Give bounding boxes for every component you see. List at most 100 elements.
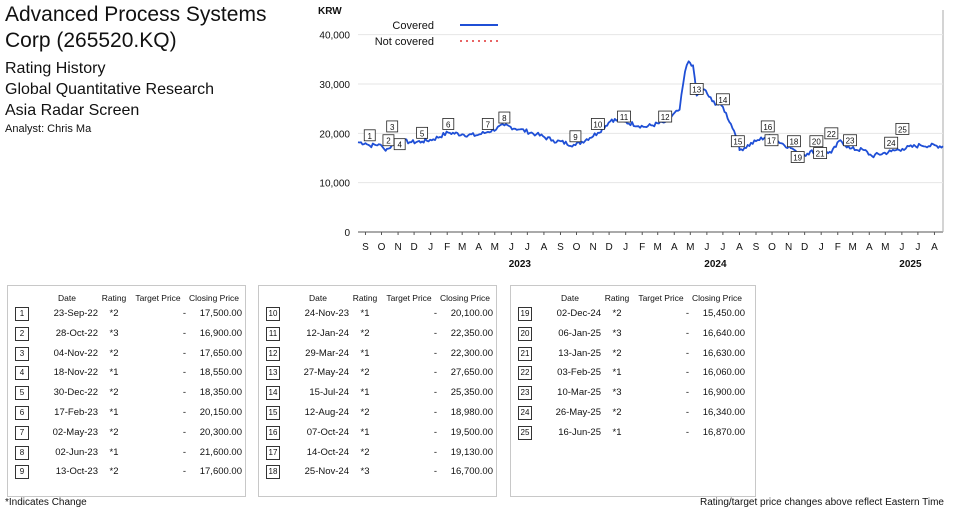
rating-marker-box <box>363 129 376 142</box>
row-target-price: - <box>433 327 437 339</box>
row-number-box: 18 <box>266 465 280 480</box>
row-date: 29-Mar-24 <box>305 347 349 359</box>
row-rating: *1 <box>109 367 119 379</box>
row-rating: *2 <box>109 347 119 359</box>
row-target-price: - <box>685 327 689 339</box>
table-row: 8 02-Jun-23 *1 - 21,600.00 <box>8 444 245 464</box>
row-number-box: 6 <box>15 406 29 420</box>
table-row: 10 24-Nov-23 *1 - 20,100.00 <box>259 305 496 325</box>
row-rating: *1 <box>612 426 622 438</box>
column-header-date: Date <box>309 293 327 303</box>
row-number-box: 11 <box>266 326 280 341</box>
table-row: 17 14-Oct-24 *2 - 19,130.00 <box>259 444 496 464</box>
rating-marker-label: 12 <box>661 113 670 122</box>
month-tick-label: M <box>881 242 889 253</box>
row-rating: *1 <box>360 347 370 359</box>
row-rating: *2 <box>360 327 370 339</box>
row-date: 02-May-23 <box>52 426 98 438</box>
table-row: 16 07-Oct-24 *1 - 19,500.00 <box>259 424 496 444</box>
month-tick-label: J <box>623 242 628 253</box>
month-tick-label: M <box>654 242 662 253</box>
row-number-box: 21 <box>518 346 532 361</box>
row-closing-price: 16,900.00 <box>199 327 242 339</box>
row-number-box: 19 <box>518 307 532 321</box>
rating-table-3: Date Rating Target Price Closing Price 19 02-… <box>510 285 756 497</box>
row-number-box: 3 <box>15 346 29 361</box>
table-row: 2 28-Oct-22 *3 - 16,900.00 <box>8 325 245 345</box>
row-closing-price: 22,300.00 <box>450 347 493 359</box>
rating-marker-box <box>569 130 582 143</box>
row-rating: *2 <box>109 426 119 438</box>
row-number-box: 4 <box>15 366 29 381</box>
table-row: 3 04-Nov-22 *2 - 17,650.00 <box>8 345 245 365</box>
row-number-box: 7 <box>15 425 29 440</box>
row-target-price: - <box>182 407 186 418</box>
row-closing-price: 17,650.00 <box>199 347 242 359</box>
row-number-box: 13 <box>266 366 280 381</box>
rating-marker-label: 17 <box>767 137 776 146</box>
row-target-price: - <box>182 426 186 438</box>
month-tick-label: J <box>899 242 904 253</box>
legend-not-covered-label: Not covered <box>375 36 434 48</box>
row-closing-price: 27,650.00 <box>450 367 493 379</box>
row-rating: *3 <box>360 466 370 478</box>
row-target-price: - <box>433 426 437 438</box>
rating-marker-label: 14 <box>718 96 727 105</box>
row-number-box: 10 <box>266 307 280 321</box>
rating-marker-label: 8 <box>502 114 507 123</box>
column-header-closing-price: Closing Price <box>188 293 240 303</box>
month-tick-label: D <box>605 242 612 253</box>
footer-note: *Indicates Change <box>5 497 87 508</box>
row-closing-price: 21,600.00 <box>199 446 242 458</box>
month-tick-label: J <box>525 242 530 253</box>
row-date: 28-Oct-22 <box>55 327 98 339</box>
row-closing-price: 16,870.00 <box>702 426 745 438</box>
row-date: 12-Aug-24 <box>304 407 349 418</box>
rating-marker-box <box>730 135 745 148</box>
table-row: 12 29-Mar-24 *1 - 22,300.00 <box>259 345 496 365</box>
y-tick-label: 40,000 <box>319 31 350 42</box>
row-number-box: 8 <box>15 445 29 460</box>
table-row: 11 12-Jan-24 *2 - 22,350.00 <box>259 325 496 345</box>
screen-name-label: Asia Radar Screen <box>5 102 140 119</box>
rating-marker-box <box>790 151 805 163</box>
month-tick-label: D <box>410 242 417 253</box>
month-tick-label: S <box>362 242 369 253</box>
row-target-price: - <box>433 407 437 418</box>
row-rating: *1 <box>360 387 370 399</box>
row-rating: *2 <box>109 308 119 319</box>
rating-marker-label: 15 <box>733 138 742 147</box>
rating-marker-box <box>689 83 704 95</box>
rating-marker-box <box>658 110 673 123</box>
row-rating: *2 <box>612 407 622 418</box>
row-rating: *2 <box>360 407 370 418</box>
table-row: 14 15-Jul-24 *1 - 25,350.00 <box>259 384 496 404</box>
rating-marker-box <box>481 118 494 130</box>
row-closing-price: 16,640.00 <box>702 327 745 339</box>
row-number-box: 14 <box>266 386 280 401</box>
row-target-price: - <box>433 387 437 399</box>
row-rating: *1 <box>612 367 622 379</box>
analyst-label: Analyst: Chris Ma <box>5 123 92 135</box>
row-closing-price: 22,350.00 <box>450 327 493 339</box>
month-tick-label: N <box>785 242 792 253</box>
year-tick-label: 2025 <box>899 259 922 270</box>
row-number-box: 24 <box>518 406 532 420</box>
rating-marker-box <box>787 135 801 148</box>
month-tick-label: S <box>753 242 760 253</box>
row-target-price: - <box>182 327 186 339</box>
row-closing-price: 18,550.00 <box>199 367 242 379</box>
rating-marker-label: 20 <box>812 138 821 147</box>
month-tick-label: N <box>589 242 596 253</box>
company-title: Advanced Process Systems Corp (265520.KQ… <box>5 3 267 52</box>
row-number-box: 23 <box>518 386 532 401</box>
month-tick-label: A <box>541 242 548 253</box>
rating-marker-label: 9 <box>573 133 578 142</box>
table-row: 13 27-May-24 *2 - 27,650.00 <box>259 364 496 384</box>
rating-marker-box <box>442 118 455 130</box>
column-header-date: Date <box>58 293 76 303</box>
row-target-price: - <box>685 407 689 418</box>
column-header-closing-price: Closing Price <box>439 293 491 303</box>
row-target-price: - <box>182 367 186 379</box>
